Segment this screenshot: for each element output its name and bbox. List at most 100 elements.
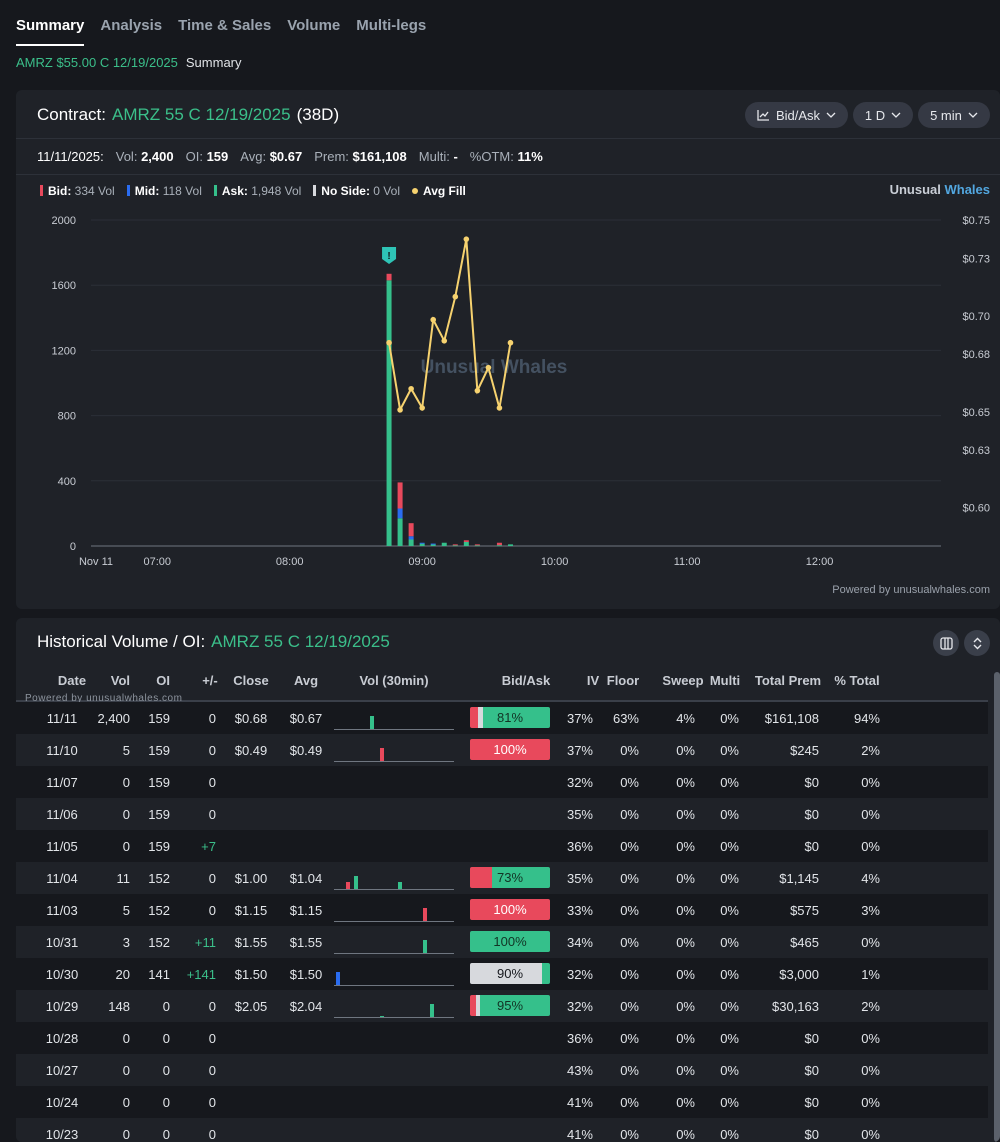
cell-pct: 0% (861, 1127, 880, 1142)
table-row[interactable]: 11/04 11 152 0 $1.00 $1.04 35% 0% 0% 0% $1,145 4% 73… (16, 862, 988, 894)
cell-iv: 34% (566, 935, 593, 950)
table-row[interactable]: 10/27 0 0 0 43% 0% 0% 0% $0 0% (16, 1054, 988, 1086)
bid-ask-segment-bid (470, 707, 478, 728)
legend-mid: Mid: 118 Vol (126, 184, 202, 198)
cell-sweep: 0% (676, 807, 695, 822)
column-header[interactable]: Floor (606, 673, 640, 688)
stats-vol: Vol: 2,400 (115, 149, 174, 164)
table-row[interactable]: 10/23 0 0 0 41% 0% 0% 0% $0 0% (16, 1118, 988, 1142)
column-header[interactable]: IV (586, 673, 600, 688)
volume-bar-mid (430, 543, 436, 545)
tab-time-sales[interactable]: Time & Sales (178, 17, 272, 34)
sparkline-bar (379, 747, 384, 761)
volume-bar-ask (408, 539, 414, 546)
volume-bar-ask (507, 544, 513, 546)
table-row[interactable]: 11/11 2,400 159 0 $0.68 $0.67 37% 63% 4% 0% $161,1… (16, 702, 988, 734)
cell-vol: 0 (122, 1063, 130, 1078)
column-header[interactable]: Multi (709, 673, 741, 688)
column-header[interactable]: Vol (30min) (359, 673, 429, 688)
table-row[interactable]: 10/30 20 141 +141 $1.50 $1.50 32% 0% 0% 0% $3,000 1… (16, 958, 988, 990)
cell-multi: 0% (720, 839, 739, 854)
tab-volume[interactable]: Volume (287, 17, 341, 34)
volume-chart: 2000 1600 1200 800 400 0 $0.75 $0.73 $0.70 $0.68 $… (52, 215, 990, 568)
chart-type-dropdown[interactable]: Bid/Ask (745, 102, 848, 128)
cell-date: 10/28 (45, 1031, 79, 1046)
table-row[interactable]: 11/07 0 159 0 32% 0% 0% 0% $0 0% (16, 766, 988, 798)
contract-title: Contract: AMRZ 55 C 12/19/2025 (38D) (37, 105, 339, 125)
column-header[interactable]: Sweep (662, 673, 704, 688)
cell-pct: 0% (861, 775, 880, 790)
cell-iv: 32% (566, 775, 593, 790)
bid-ask-segment-bid (470, 739, 550, 760)
cell-pct: 0% (861, 1095, 880, 1110)
interval-dropdown[interactable]: 5 min (918, 102, 990, 128)
scrollbar[interactable] (994, 672, 1000, 1142)
cell-iv: 36% (566, 1031, 593, 1046)
cell-chg: 0 (208, 999, 216, 1014)
y-tick-label: 1200 (52, 345, 76, 357)
column-header[interactable]: Bid/Ask (501, 673, 551, 688)
cell-multi: 0% (720, 775, 739, 790)
bid-ask-segment-ask (480, 995, 550, 1016)
column-header[interactable]: Close (233, 673, 269, 688)
bid-ask-bar: 100% (470, 899, 550, 920)
column-header[interactable]: OI (156, 673, 170, 688)
cell-date: 10/23 (45, 1127, 79, 1142)
historical-card: Historical Volume / OI: AMRZ 55 C 12/19/… (16, 618, 1000, 1142)
cell-floor: 0% (620, 935, 639, 950)
volume-bar-ask (463, 541, 469, 546)
cell-sweep: 0% (676, 1063, 695, 1078)
chevron-down-icon (968, 112, 978, 118)
divider (16, 138, 1000, 139)
table-row[interactable]: 11/10 5 159 0 $0.49 $0.49 37% 0% 0% 0% $245 2% 100% (16, 734, 988, 766)
cell-date: 11/05 (46, 839, 78, 854)
cell-pct: 4% (861, 871, 880, 886)
cell-multi: 0% (720, 903, 739, 918)
cell-date: 10/30 (45, 967, 79, 982)
cell-oi: 152 (148, 871, 170, 886)
table-row[interactable]: 10/28 0 0 0 36% 0% 0% 0% $0 0% (16, 1022, 988, 1054)
tab-analysis[interactable]: Analysis (100, 17, 163, 34)
range-dropdown[interactable]: 1 D (853, 102, 913, 128)
interval-label: 5 min (930, 107, 962, 123)
cell-avg: $0.49 (289, 743, 323, 758)
avg-fill-point (419, 405, 425, 411)
cell-oi: 159 (148, 743, 170, 758)
column-header[interactable]: % Total (834, 673, 880, 688)
alert-marker (382, 247, 397, 264)
column-header[interactable]: +/- (202, 673, 218, 688)
cell-chg: 0 (208, 743, 216, 758)
table-row[interactable]: 10/31 3 152 +11 $1.55 $1.55 34% 0% 0% 0% $465 0% 100… (16, 926, 988, 958)
table-row[interactable]: 10/24 0 0 0 41% 0% 0% 0% $0 0% (16, 1086, 988, 1118)
table-row[interactable]: 11/06 0 159 0 35% 0% 0% 0% $0 0% (16, 798, 988, 830)
cell-sweep: 0% (676, 775, 695, 790)
column-header[interactable]: Vol (110, 673, 130, 688)
volume-bar-bid (463, 540, 469, 542)
cell-prem: $245 (790, 743, 819, 758)
tab-summary[interactable]: Summary (16, 0, 85, 46)
column-header[interactable]: Date (57, 673, 87, 688)
cell-avg: $1.50 (289, 967, 323, 982)
cell-chg: 0 (208, 1095, 216, 1110)
cell-oi: 0 (162, 1095, 170, 1110)
chart-legend: Bid: 334 Vol Mid: 118 Vol Ask: 1,948 Vol… (40, 184, 466, 198)
volume-bar-mid (408, 536, 414, 540)
cell-multi: 0% (720, 999, 739, 1014)
x-tick-label: 12:00 (806, 556, 834, 568)
tab-multi-legs[interactable]: Multi-legs (356, 17, 427, 34)
avg-fill-point (441, 338, 448, 344)
cell-oi: 159 (148, 839, 170, 854)
volume-sparkline (334, 738, 454, 762)
volume-bar-mid (397, 508, 403, 519)
cell-pct: 0% (861, 839, 880, 854)
columns-button[interactable] (933, 630, 959, 656)
expand-button[interactable] (964, 630, 990, 656)
table-powered-by: Powered by unusualwhales.com (25, 693, 183, 704)
column-header[interactable]: Total Prem (754, 673, 822, 688)
column-header[interactable]: Avg (293, 673, 319, 688)
table-row[interactable]: 11/05 0 159 +7 36% 0% 0% 0% $0 0% (16, 830, 988, 862)
breadcrumb-contract[interactable]: AMRZ $55.00 C 12/19/2025 (16, 55, 178, 70)
table-row[interactable]: 10/29 148 0 0 $2.05 $2.04 32% 0% 0% 0% $30,163 2% 95… (16, 990, 988, 1022)
table-row[interactable]: 11/03 5 152 0 $1.15 $1.15 33% 0% 0% 0% $575 3% 100% (16, 894, 988, 926)
cell-close: $1.50 (234, 967, 268, 982)
